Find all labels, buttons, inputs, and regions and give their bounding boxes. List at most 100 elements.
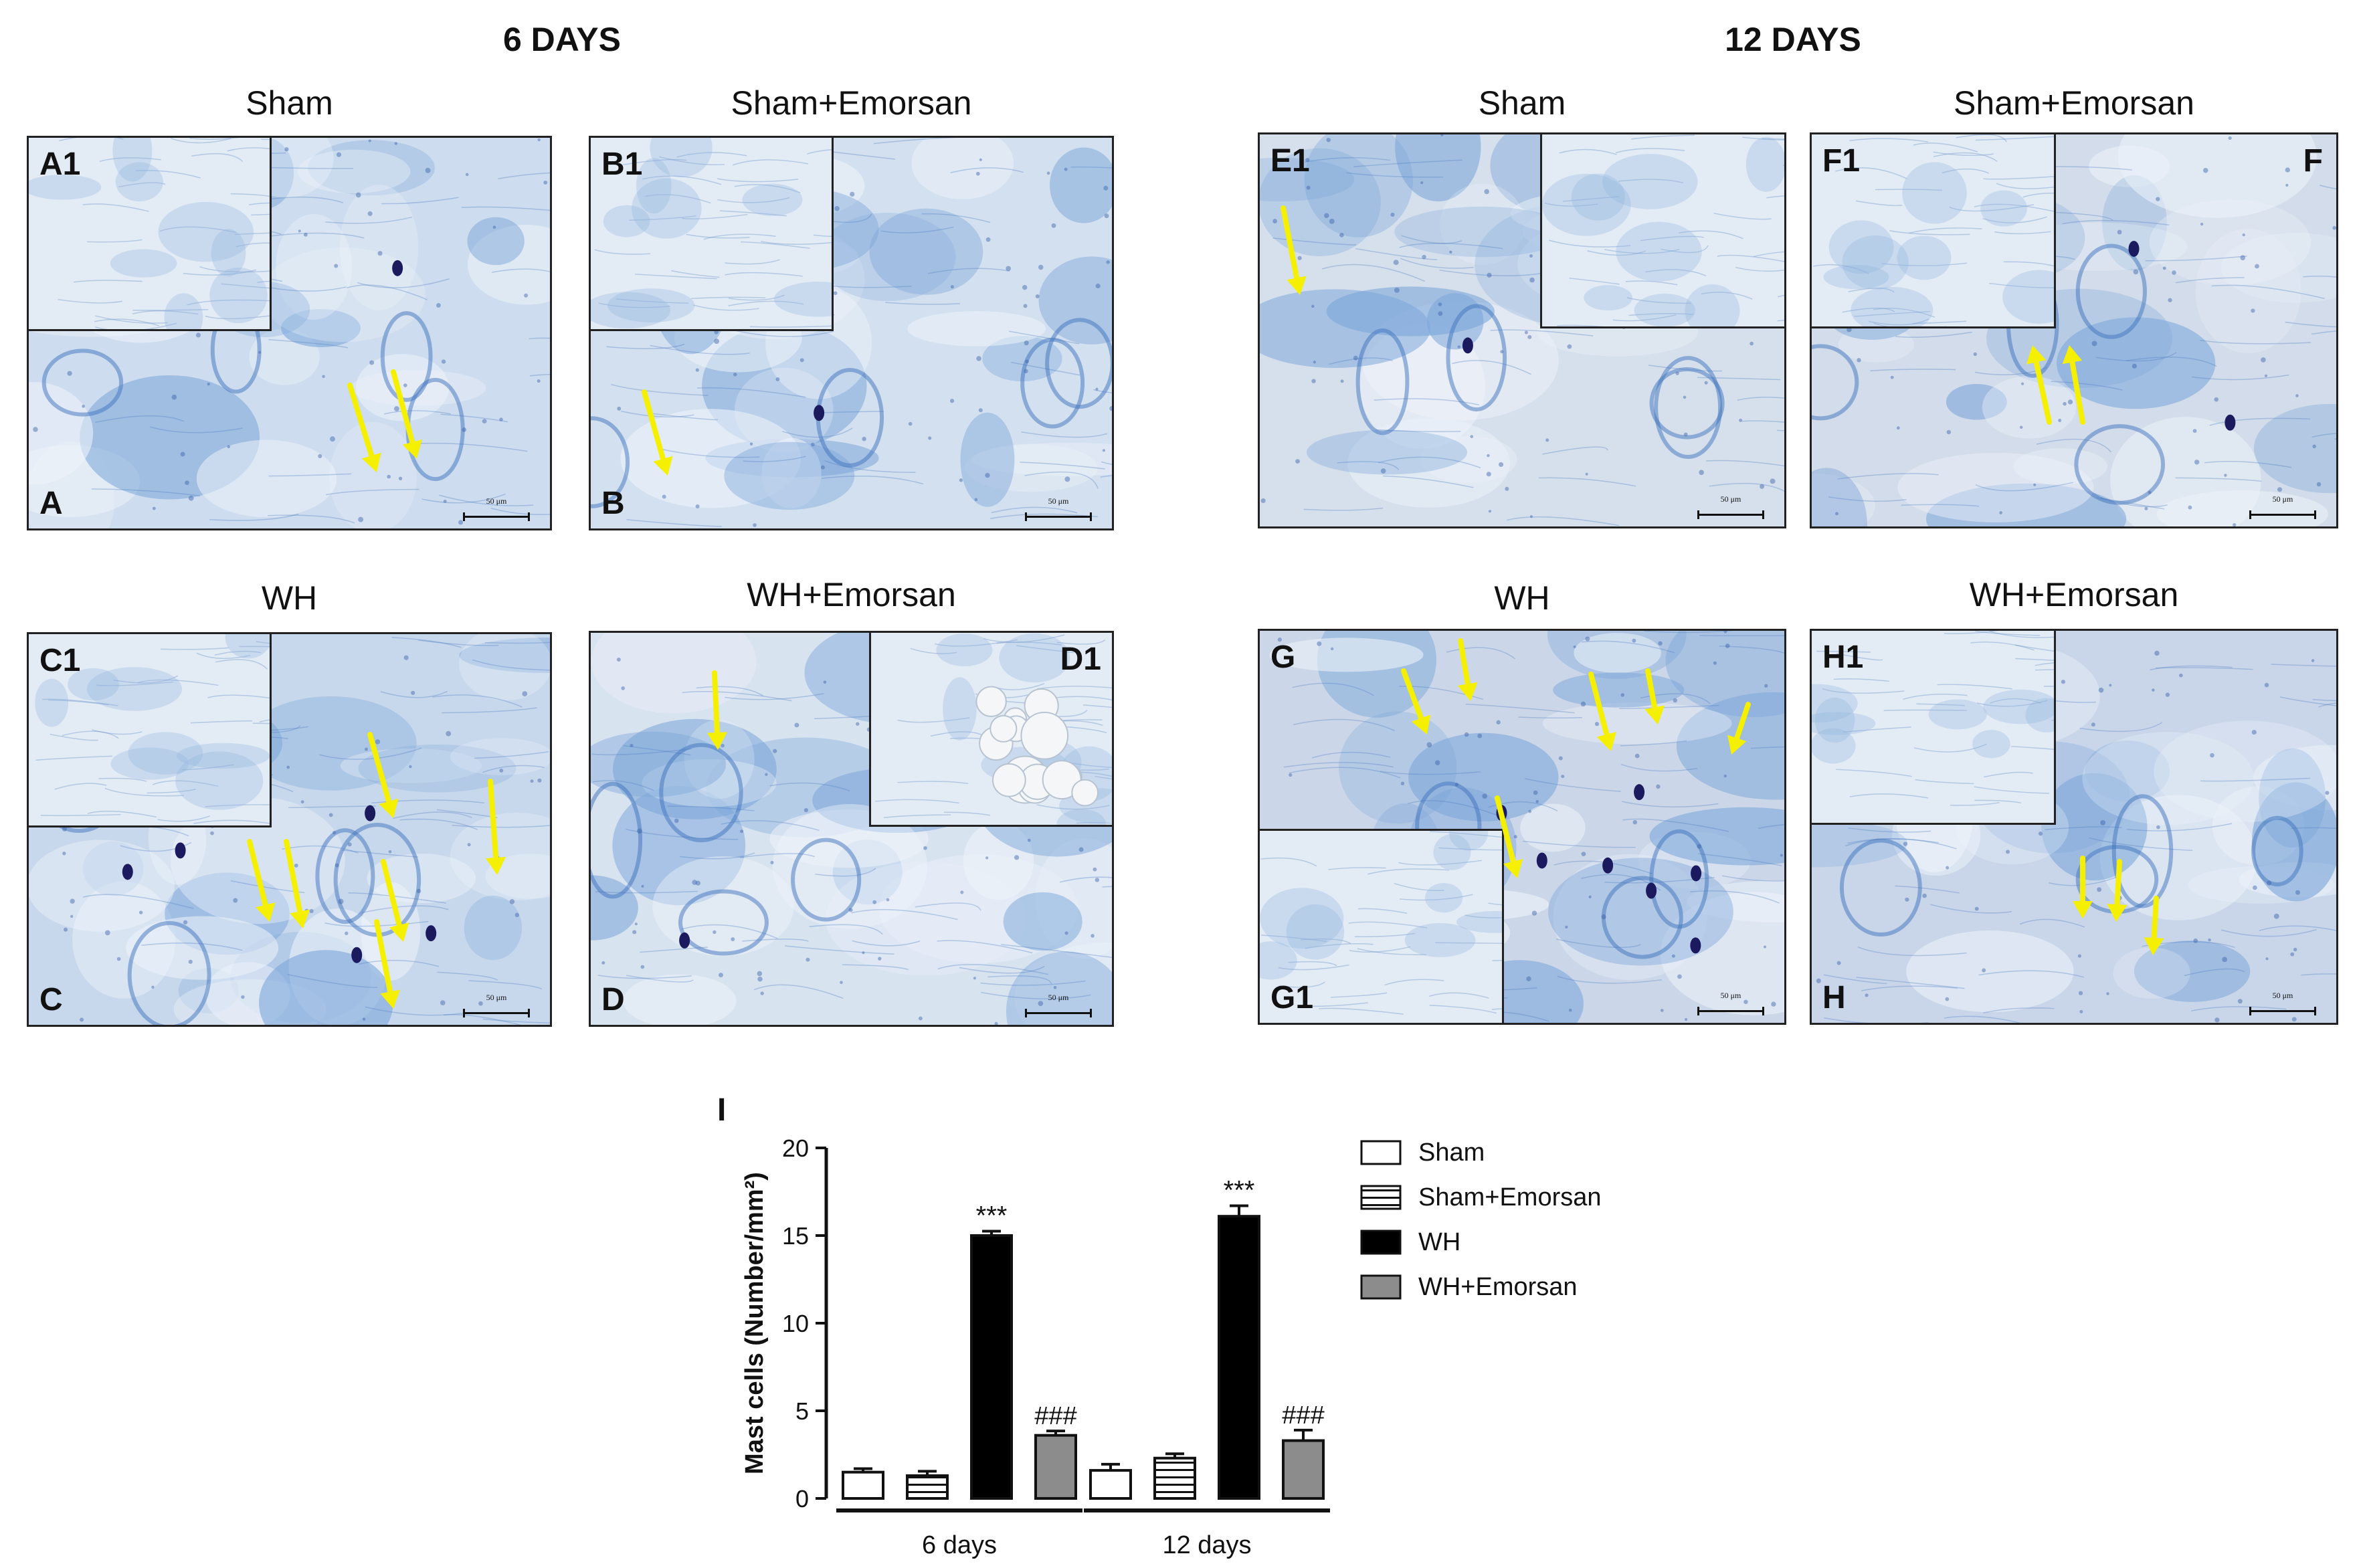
bar xyxy=(1153,1456,1196,1500)
bar xyxy=(970,1234,1013,1500)
mast-cell xyxy=(1634,784,1645,801)
bar xyxy=(1089,1469,1132,1500)
panel-label: F xyxy=(2303,143,2323,179)
mast-cell xyxy=(1462,337,1473,354)
significance-label: *** xyxy=(1224,1175,1255,1205)
x-group-label: 12 days xyxy=(1162,1531,1251,1559)
mast-cell xyxy=(1646,882,1657,899)
magnified-inset xyxy=(591,138,834,331)
micrograph-panel-e: E1 E 50 μm xyxy=(1258,132,1786,528)
scale-bar-label: 50 μm xyxy=(1720,494,1741,504)
inset-tissue-image xyxy=(871,633,1112,825)
mast-cell xyxy=(1690,937,1701,954)
y-tick-label: 5 xyxy=(795,1397,809,1425)
legend-swatch xyxy=(1360,1140,1402,1165)
scale-bar-label: 50 μm xyxy=(1048,496,1069,506)
micrograph-panel-g: G1 G 50 μm xyxy=(1258,629,1786,1025)
panel-label: A xyxy=(39,486,63,521)
mast-cells-bar-chart: I 0 5 10 15 20 Mast cells (Number/mm²) *** ### 6… xyxy=(717,1092,1602,1559)
panel-title-d: WH+Emorsan xyxy=(747,576,956,613)
inset-label: H1 xyxy=(1822,640,1864,675)
inset-tissue-image xyxy=(29,634,270,825)
inset-tissue-image xyxy=(29,138,270,329)
scale-bar: 50 μm xyxy=(1697,494,1764,521)
micrograph-panel-c: C1 C 50 μm xyxy=(27,632,552,1027)
panel-title-h: WH+Emorsan xyxy=(1969,576,2179,613)
inset-tissue-image xyxy=(591,138,832,329)
scale-bar: 50 μm xyxy=(2249,494,2316,521)
panel-label: G xyxy=(1270,640,1296,675)
mast-cell xyxy=(1691,865,1702,882)
scale-bar: 50 μm xyxy=(1697,991,1764,1017)
mast-cell xyxy=(351,947,363,963)
micrograph-panel-f: F1 F 50 μm xyxy=(1810,132,2338,528)
mast-cell xyxy=(392,260,403,276)
mast-cell xyxy=(365,805,376,821)
inset-tissue-image xyxy=(1812,134,2054,326)
y-tick-label: 10 xyxy=(782,1310,809,1337)
magnified-inset xyxy=(1812,631,2056,825)
micrograph-panel-h: H1 H 50 μm xyxy=(1810,629,2338,1025)
mast-cell xyxy=(426,925,437,942)
bar xyxy=(1034,1434,1077,1500)
legend-swatch xyxy=(1360,1274,1402,1300)
panel-label: E xyxy=(1270,143,1293,179)
scale-bar-label: 50 μm xyxy=(486,993,507,1002)
mast-cell xyxy=(1496,805,1507,821)
magnified-inset xyxy=(869,633,1112,827)
heading-6-days: 6 DAYS xyxy=(502,21,622,58)
bar xyxy=(842,1470,884,1500)
scale-bar-label: 50 μm xyxy=(1048,993,1069,1002)
panel-title-g: WH xyxy=(1494,579,1550,617)
y-tick-label: 15 xyxy=(782,1222,809,1250)
mast-cell xyxy=(2225,414,2236,431)
panel-title-a: Sham xyxy=(246,84,333,122)
magnified-inset xyxy=(1812,134,2056,328)
scale-bar: 50 μm xyxy=(2249,991,2316,1017)
inset-label: A1 xyxy=(39,146,81,182)
heading-12-days: 12 DAYS xyxy=(1725,21,1861,58)
inset-tissue-image xyxy=(1260,831,1502,1023)
inset-label: D1 xyxy=(1060,642,1101,677)
inset-tissue-image xyxy=(1812,631,2054,823)
y-tick-label: 20 xyxy=(782,1135,809,1162)
scale-bar-label: 50 μm xyxy=(2272,991,2293,1000)
inset-label: F1 xyxy=(1822,143,1861,179)
bar xyxy=(1218,1215,1260,1500)
magnified-inset xyxy=(1540,134,1784,328)
mast-cell xyxy=(1536,852,1547,869)
magnified-inset xyxy=(29,138,272,331)
legend-swatch xyxy=(1360,1230,1402,1255)
mast-cell xyxy=(1602,857,1614,874)
panel-label: C xyxy=(39,982,63,1017)
mast-cell xyxy=(122,864,133,880)
inset-label: C1 xyxy=(39,643,81,678)
micrograph-panel-d: D1 D 50 μm xyxy=(589,631,1114,1027)
panel-label: D xyxy=(601,982,625,1017)
mast-cell xyxy=(175,842,186,859)
inset-label: B1 xyxy=(601,146,643,182)
inset-tissue-image xyxy=(1542,134,1784,326)
scale-bar-label: 50 μm xyxy=(2272,494,2293,504)
mast-cell xyxy=(2128,240,2140,257)
scale-bar-label: 50 μm xyxy=(1720,991,1741,1000)
inset-label: E1 xyxy=(1270,143,1310,179)
micrograph-panel-a: A1 A 50 μm xyxy=(27,136,552,530)
scale-bar: 50 μm xyxy=(1025,993,1092,1019)
panel-title-e: Sham xyxy=(1478,84,1566,122)
bar xyxy=(906,1474,949,1500)
y-tick-label: 0 xyxy=(795,1485,809,1512)
panel-title-c: WH xyxy=(261,579,318,617)
micrograph-panel-b: B1 B 50 μm xyxy=(589,136,1114,530)
inset-label: G1 xyxy=(1270,980,1314,1015)
legend-label: Sham xyxy=(1418,1139,1485,1167)
magnified-inset xyxy=(1260,829,1504,1023)
legend-label: WH xyxy=(1418,1228,1460,1256)
significance-label: ### xyxy=(1034,1402,1076,1430)
significance-label: *** xyxy=(976,1201,1008,1230)
panel-label: B xyxy=(601,486,625,521)
scale-bar-label: 50 μm xyxy=(486,496,507,506)
mast-cell xyxy=(679,932,690,949)
scale-bar: 50 μm xyxy=(463,993,530,1019)
y-axis-label: Mast cells (Number/mm²) xyxy=(741,1172,769,1474)
